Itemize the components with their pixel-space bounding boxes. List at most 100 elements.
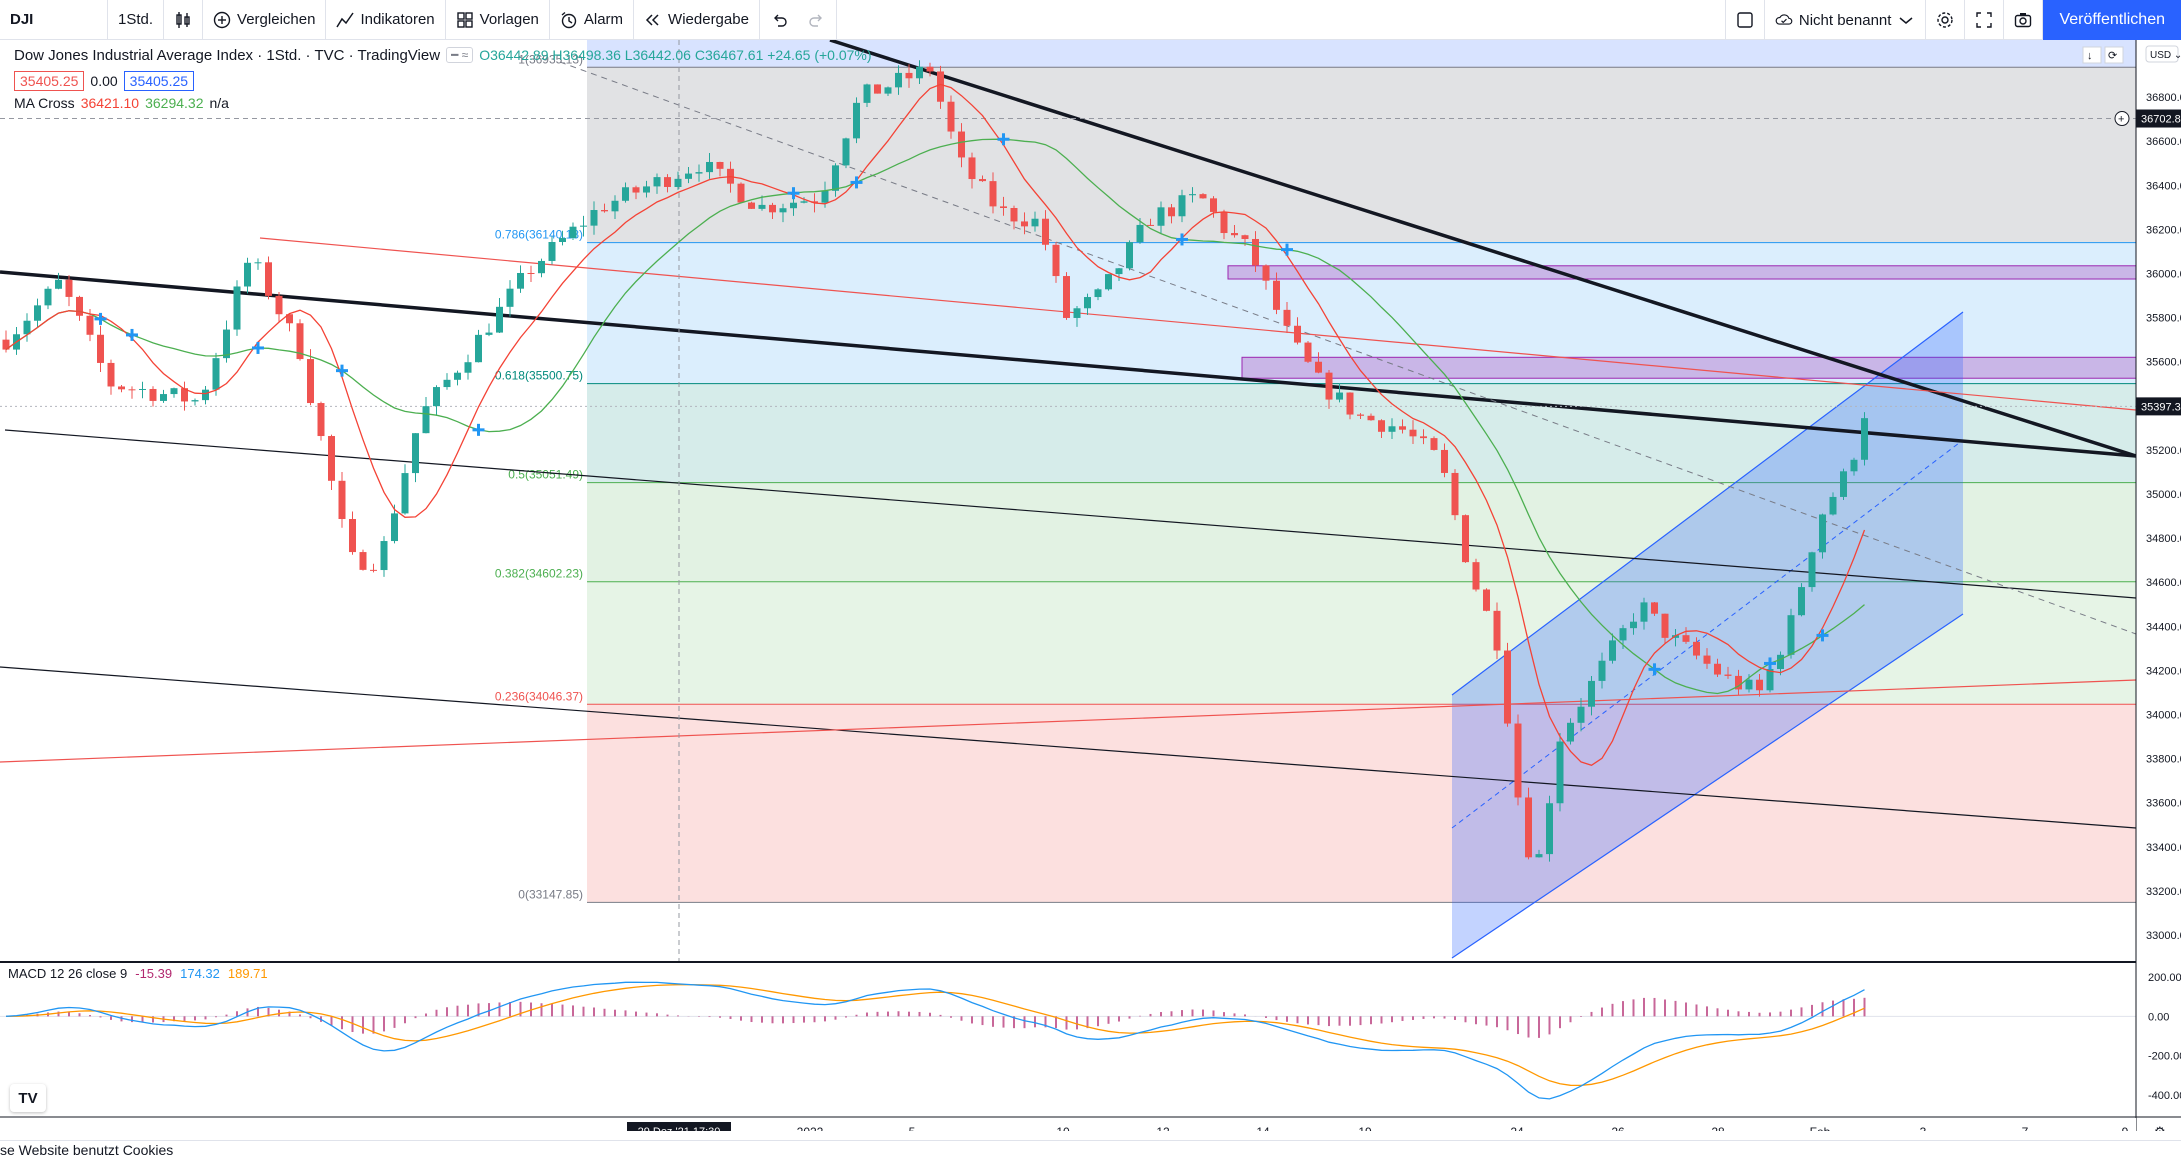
chart-legend: Dow Jones Industrial Average Index · 1St… xyxy=(14,44,872,114)
indicators-button[interactable]: Indikatoren xyxy=(326,0,446,40)
candle-body xyxy=(1147,224,1154,226)
macd-pane[interactable] xyxy=(0,961,2136,1128)
candle-body xyxy=(1724,674,1732,676)
candle-body xyxy=(454,372,461,380)
layout-name-button[interactable]: Nicht benannt xyxy=(1765,0,1927,40)
candle-body xyxy=(916,66,923,79)
candle-body xyxy=(569,226,577,239)
candle-body xyxy=(601,210,608,212)
publish-label: Veröffentlichen xyxy=(2059,11,2165,28)
alert-button[interactable]: Alarm xyxy=(550,0,635,40)
camera-icon xyxy=(2015,13,2032,28)
ma-cross-marker xyxy=(336,364,348,377)
price-tick-label: 35000.00 xyxy=(2146,489,2181,501)
compare-label: Vergleichen xyxy=(237,11,316,28)
price-tick-label: 36600.00 xyxy=(2146,136,2181,148)
candle-body xyxy=(1220,211,1228,234)
candle-body xyxy=(1178,195,1186,217)
arrow-down-icon: ↓ xyxy=(2087,50,2093,62)
candle-body xyxy=(1063,276,1070,318)
ma-cross-marker xyxy=(1764,657,1776,670)
candle-body xyxy=(296,323,304,360)
ma-slow-line xyxy=(5,138,1865,695)
fib-level-label: 0(33147.85) xyxy=(518,887,583,901)
price-tick-label: 35600.00 xyxy=(2146,357,2181,369)
candle-body xyxy=(1630,621,1637,629)
channel-upper-line xyxy=(1451,311,1964,696)
tradingview-logo[interactable]: TV xyxy=(10,1084,46,1112)
fib-band xyxy=(587,581,2136,705)
crosshair-price-bg xyxy=(2136,109,2181,128)
price-tick-label: 33200.00 xyxy=(2146,886,2181,898)
candle-body xyxy=(643,186,650,193)
candle-body xyxy=(359,552,367,570)
toolbar-right: Nicht benannt xyxy=(1724,0,2181,40)
macd-line-value: 174.32 xyxy=(180,966,220,981)
price-tick-label: 35800.00 xyxy=(2146,313,2181,325)
candle-body xyxy=(1094,289,1102,298)
templates-icon xyxy=(456,11,473,28)
macd-signal-value: 189.71 xyxy=(227,966,268,981)
candle-body xyxy=(1735,675,1742,690)
legend-toggle[interactable]: ━ ≈ xyxy=(446,47,474,63)
main-pane[interactable]: 1(36935.13)0.786(36140.18)0.618(35500.75… xyxy=(0,38,2137,1131)
candle-body xyxy=(1304,342,1312,362)
candle-body xyxy=(349,519,356,553)
layout-button[interactable] xyxy=(1724,0,1765,40)
price-tick-label: 34400.00 xyxy=(2146,621,2181,633)
price-chart[interactable]: 1(36935.13)0.786(36140.18)0.618(35500.75… xyxy=(0,38,2181,1142)
ma-cross-marker xyxy=(1648,663,1661,676)
trendline-dashed xyxy=(559,61,2137,635)
candle-body xyxy=(1640,602,1648,622)
undo-button[interactable] xyxy=(760,0,798,40)
candle-body xyxy=(1682,635,1690,642)
candle-body xyxy=(790,202,797,209)
compare-button[interactable]: Vergleichen xyxy=(203,0,327,40)
screenshot-button[interactable] xyxy=(2004,0,2044,40)
candle-body xyxy=(832,165,839,191)
candle-body xyxy=(244,262,251,287)
candle-body xyxy=(202,389,209,401)
symbol-search-button[interactable]: DJI xyxy=(0,0,108,40)
candle-body xyxy=(485,332,493,335)
macd-tick-label: 0.00 xyxy=(2148,1011,2169,1023)
candle-body xyxy=(44,288,52,306)
macd-line xyxy=(5,981,1865,1100)
candle-body xyxy=(1714,663,1721,675)
chart-type-button[interactable] xyxy=(164,0,204,40)
ma-cross-marker xyxy=(472,423,485,436)
ma-na-value: n/a xyxy=(209,95,229,111)
candle-body xyxy=(1042,218,1049,245)
templates-button[interactable]: Vorlagen xyxy=(446,0,550,40)
candle-body xyxy=(1861,418,1868,460)
candle-body xyxy=(1808,552,1816,588)
candle-body xyxy=(1819,514,1826,553)
plus-circle-icon xyxy=(213,11,231,28)
buy-button[interactable]: 35405.25 xyxy=(123,71,195,91)
fib-level-label: 0.618(35500.75) xyxy=(495,369,583,383)
last-price-bg xyxy=(2136,397,2181,416)
candle-body xyxy=(1126,242,1133,269)
fullscreen-button[interactable] xyxy=(1965,0,2005,40)
time-tick-label: 5 xyxy=(909,1125,916,1131)
candle-body xyxy=(1241,235,1249,239)
add-alert-button xyxy=(2114,111,2130,127)
interval-button[interactable]: 1Std. xyxy=(108,0,165,40)
resistance-zone xyxy=(1227,265,2137,280)
candle-body xyxy=(779,208,787,213)
price-tick-label: 34600.00 xyxy=(2146,577,2181,589)
redo-button[interactable] xyxy=(798,0,837,40)
candle-body xyxy=(275,295,283,315)
replay-button[interactable]: Wiedergabe xyxy=(634,0,760,40)
price-tick-label: 35200.00 xyxy=(2146,445,2181,457)
crosshair-time-label: 29 Dez '21 17:30 xyxy=(638,1126,721,1131)
settings-button[interactable] xyxy=(1926,0,1966,40)
publish-button[interactable]: Veröffentlichen xyxy=(2043,0,2181,40)
chart-area[interactable]: 1(36935.13) 0.786(36140.18) 0.618(35500.75… xyxy=(0,38,2181,1142)
sell-button[interactable]: 35405.25 xyxy=(14,71,85,91)
candle-body xyxy=(212,358,220,390)
candle-body xyxy=(1651,602,1658,614)
channel-mid-line xyxy=(1451,439,1964,829)
macd-hist-value: -15.39 xyxy=(135,966,173,981)
candle-body xyxy=(1231,233,1238,236)
